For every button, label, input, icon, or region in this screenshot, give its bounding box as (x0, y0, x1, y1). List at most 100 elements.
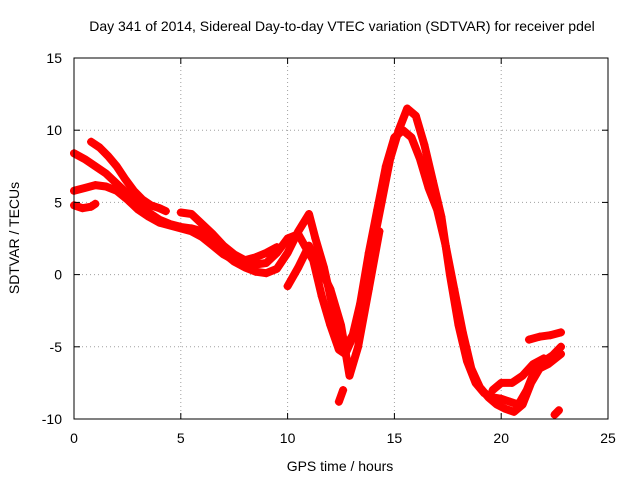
series-band (283, 227, 384, 380)
data-point-marker (497, 378, 506, 387)
data-point-marker (497, 394, 506, 403)
data-point-marker (507, 378, 516, 387)
data-point-marker (347, 335, 356, 344)
data-point-marker (339, 386, 348, 395)
data-point-marker (134, 205, 143, 214)
data-point-marker (91, 199, 100, 208)
data-point-marker (102, 169, 111, 178)
data-point-marker (123, 195, 132, 204)
data-point-marker (381, 162, 390, 171)
data-point-marker (390, 133, 399, 142)
data-point-marker (529, 360, 538, 369)
data-point-marker (398, 126, 407, 135)
data-point-marker (484, 393, 493, 402)
series-track-10 (550, 406, 563, 419)
y-tick-label: -5 (50, 339, 63, 355)
data-point-marker (251, 267, 260, 276)
data-point-marker (112, 179, 121, 188)
data-point-marker (373, 205, 382, 214)
data-point-marker (272, 243, 281, 252)
data-point-marker (345, 371, 354, 380)
data-point-marker (91, 181, 100, 190)
data-point-marker (304, 209, 313, 218)
data-point-marker (294, 230, 303, 239)
data-point-marker (403, 104, 412, 113)
data-point-marker (144, 212, 153, 221)
data-point-marker (104, 152, 113, 161)
data-point-marker (416, 155, 425, 164)
data-point-marker (315, 263, 324, 272)
y-tick-label: 0 (54, 267, 62, 283)
x-tick-label: 15 (387, 430, 403, 446)
data-point-marker (138, 195, 147, 204)
plot-frame (73, 57, 609, 420)
data-point-marker (501, 404, 510, 413)
series-track-2 (70, 126, 566, 416)
data-point-marker (251, 253, 260, 262)
data-point-marker (518, 371, 527, 380)
data-point-marker (161, 207, 170, 216)
data-point-marker (251, 260, 260, 269)
y-tick-label: 5 (54, 194, 62, 210)
data-point-marker (554, 406, 563, 415)
data-point-marker (317, 292, 326, 301)
series-track-8 (334, 386, 348, 406)
data-point-marker (492, 400, 501, 409)
series-track-3 (87, 137, 170, 216)
x-tick-label: 10 (280, 430, 296, 446)
y-axis-label: SDTVAR / TECUs (6, 182, 22, 294)
x-tick-label: 25 (600, 430, 616, 446)
data-point-marker (262, 248, 271, 257)
data-point-marker (198, 233, 207, 242)
data-point-marker (112, 162, 121, 171)
data-point-marker (166, 221, 175, 230)
data-point-marker (283, 282, 292, 291)
data-point-marker (557, 328, 566, 337)
data-point-marker (283, 248, 292, 257)
data-point-marker (375, 227, 384, 236)
data-point-marker (230, 250, 239, 259)
data-point-marker (262, 259, 271, 268)
data-point-marker (326, 321, 335, 330)
data-point-marker (155, 218, 164, 227)
data-point-marker (121, 175, 130, 184)
data-point-marker (198, 220, 207, 229)
data-point-marker (337, 321, 345, 330)
data-point-marker (219, 250, 228, 259)
data-point-marker (475, 383, 484, 392)
data-point-marker (364, 285, 373, 294)
data-point-marker (544, 360, 553, 369)
data-point-marker (176, 224, 185, 233)
x-tick-label: 20 (493, 430, 509, 446)
data-point-marker (87, 137, 96, 146)
x-axis-tick-labels: 0 5 10 15 20 25 (70, 430, 616, 446)
data-series-layer (70, 104, 566, 419)
data-point-marker (441, 241, 450, 250)
data-point-marker (535, 332, 544, 341)
data-point-marker (557, 350, 566, 359)
data-point-marker (91, 162, 100, 171)
series-track-6 (283, 227, 384, 380)
data-point-marker (450, 285, 459, 294)
data-point-marker (546, 331, 555, 340)
data-point-marker (80, 183, 89, 192)
data-point-marker (411, 111, 420, 120)
data-point-marker (524, 335, 533, 344)
series-band (525, 328, 565, 344)
data-point-marker (550, 410, 559, 419)
data-point-marker (146, 201, 155, 210)
data-point-marker (102, 182, 111, 191)
series-track-7 (488, 354, 548, 395)
data-point-marker (510, 407, 519, 416)
y-tick-label: -10 (42, 411, 62, 427)
series-band (176, 208, 281, 265)
data-point-marker (129, 186, 138, 195)
axis-ticks (73, 57, 609, 420)
data-point-marker (539, 354, 548, 363)
data-point-marker (272, 264, 281, 273)
data-point-marker (176, 208, 185, 217)
data-point-marker (326, 285, 335, 294)
series-band (488, 354, 548, 395)
series-track-5 (176, 208, 281, 265)
